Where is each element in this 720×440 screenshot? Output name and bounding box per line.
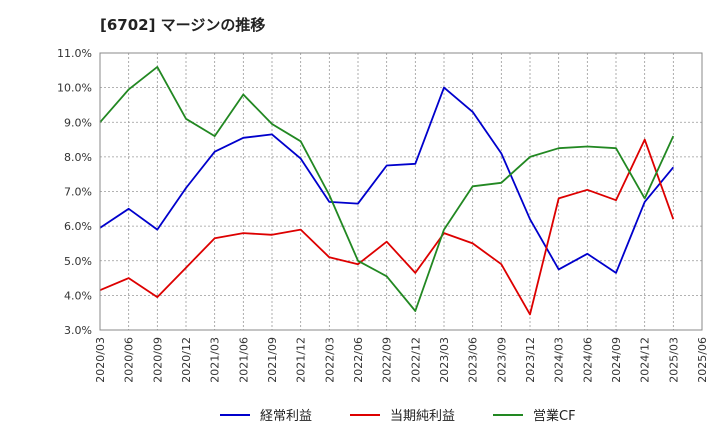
y-tick-label: 5.0% <box>64 255 92 268</box>
x-tick-label: 2021/03 <box>209 337 222 383</box>
series-line-0 <box>99 86 674 274</box>
chart-title: [6702] マージンの推移 <box>100 16 266 34</box>
y-tick-label: 10.0% <box>57 82 92 95</box>
y-tick-label: 3.0% <box>64 324 92 337</box>
y-axis-ticks: 3.0% 4.0% 5.0% 6.0% 7.0% 8.0% 9.0% 10.0% 11.0% <box>57 47 92 337</box>
x-tick-label: 2022/09 <box>381 337 394 383</box>
x-tick-label: 2020/12 <box>180 337 193 383</box>
y-tick-label: 4.0% <box>64 289 92 302</box>
x-tick-label: 2024/03 <box>553 337 566 383</box>
x-tick-label: 2022/06 <box>352 337 365 383</box>
x-tick-label: 2022/12 <box>409 337 422 383</box>
legend-label-0: 経常利益 <box>260 409 312 424</box>
x-tick-label: 2021/12 <box>295 337 308 383</box>
series-line-2 <box>99 66 675 312</box>
x-tick-label: 2022/03 <box>323 337 336 383</box>
x-tick-label: 2024/09 <box>610 337 623 383</box>
y-tick-label: 8.0% <box>64 151 92 164</box>
legend-label-2: 営業CF <box>533 408 576 424</box>
x-tick-label: 2020/03 <box>94 337 107 383</box>
series-lines <box>99 66 675 316</box>
y-tick-label: 7.0% <box>64 186 92 199</box>
legend: 経常利益 当期純利益 営業CF <box>220 408 576 424</box>
y-tick-label: 9.0% <box>64 116 92 129</box>
legend-label-1: 当期純利益 <box>390 409 455 424</box>
x-tick-label: 2025/06 <box>696 337 709 383</box>
x-tick-label: 2024/12 <box>639 337 652 383</box>
y-tick-label: 11.0% <box>57 47 92 60</box>
x-tick-label: 2023/06 <box>467 337 480 383</box>
x-tick-label: 2024/06 <box>581 337 594 383</box>
x-tick-label: 2025/03 <box>667 337 680 383</box>
y-tick-label: 6.0% <box>64 220 92 233</box>
x-tick-label: 2021/09 <box>266 337 279 383</box>
x-tick-label: 2023/03 <box>438 337 451 383</box>
x-tick-label: 2020/06 <box>123 337 136 383</box>
x-tick-label: 2023/12 <box>524 337 537 383</box>
series-line-1 <box>99 138 675 316</box>
x-tick-label: 2020/09 <box>151 337 164 383</box>
x-axis-ticks: 2020/03 2020/06 2020/09 2020/12 2021/03 2021/… <box>94 337 709 383</box>
grid-lines <box>99 52 703 331</box>
plot-frame <box>99 52 703 331</box>
x-tick-label: 2021/06 <box>237 337 250 383</box>
x-tick-label: 2023/09 <box>495 337 508 383</box>
